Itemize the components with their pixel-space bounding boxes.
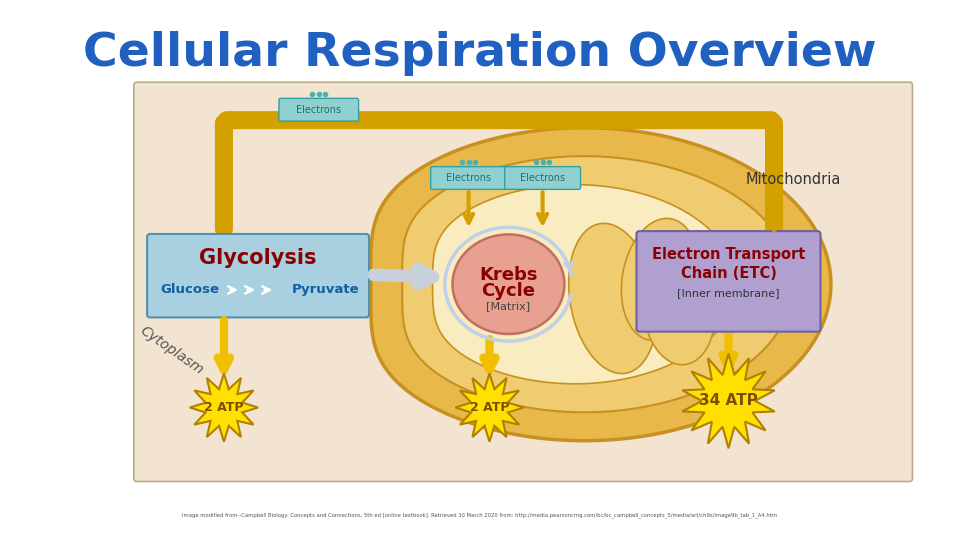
Text: Krebs: Krebs	[479, 266, 538, 284]
Text: 2 ATP: 2 ATP	[469, 401, 509, 414]
Text: Electrons: Electrons	[520, 173, 565, 183]
Text: 34 ATP: 34 ATP	[699, 393, 757, 408]
Polygon shape	[455, 373, 523, 442]
Text: Electrons: Electrons	[446, 173, 492, 183]
Polygon shape	[433, 185, 736, 384]
Text: Cytoplasm: Cytoplasm	[137, 323, 206, 377]
FancyBboxPatch shape	[505, 167, 581, 190]
FancyBboxPatch shape	[147, 234, 369, 318]
Ellipse shape	[568, 224, 657, 374]
Polygon shape	[371, 128, 831, 441]
Text: Cellular Respiration Overview: Cellular Respiration Overview	[84, 31, 876, 76]
Text: Electrons: Electrons	[297, 105, 342, 114]
Text: Mitochondria: Mitochondria	[745, 172, 841, 187]
Text: Glucose: Glucose	[160, 284, 219, 296]
FancyBboxPatch shape	[431, 167, 507, 190]
Polygon shape	[683, 354, 775, 448]
Text: Glycolysis: Glycolysis	[200, 248, 317, 268]
Polygon shape	[402, 156, 793, 412]
Ellipse shape	[643, 251, 715, 364]
Text: Chain (ETC): Chain (ETC)	[681, 266, 777, 281]
Ellipse shape	[452, 234, 564, 334]
Text: Electron Transport: Electron Transport	[652, 247, 805, 262]
FancyBboxPatch shape	[279, 98, 359, 121]
FancyBboxPatch shape	[133, 82, 913, 482]
Text: Image modified from--Campbell Biology: Concepts and Connections, 5th ed [online : Image modified from--Campbell Biology: C…	[182, 512, 778, 517]
Ellipse shape	[621, 218, 699, 341]
Text: 2 ATP: 2 ATP	[204, 401, 244, 414]
Text: [Matrix]: [Matrix]	[487, 301, 531, 311]
FancyBboxPatch shape	[636, 231, 821, 332]
Text: Pyruvate: Pyruvate	[292, 284, 359, 296]
Text: Cycle: Cycle	[482, 282, 536, 300]
Text: [Inner membrane]: [Inner membrane]	[677, 288, 780, 298]
Polygon shape	[190, 373, 258, 442]
